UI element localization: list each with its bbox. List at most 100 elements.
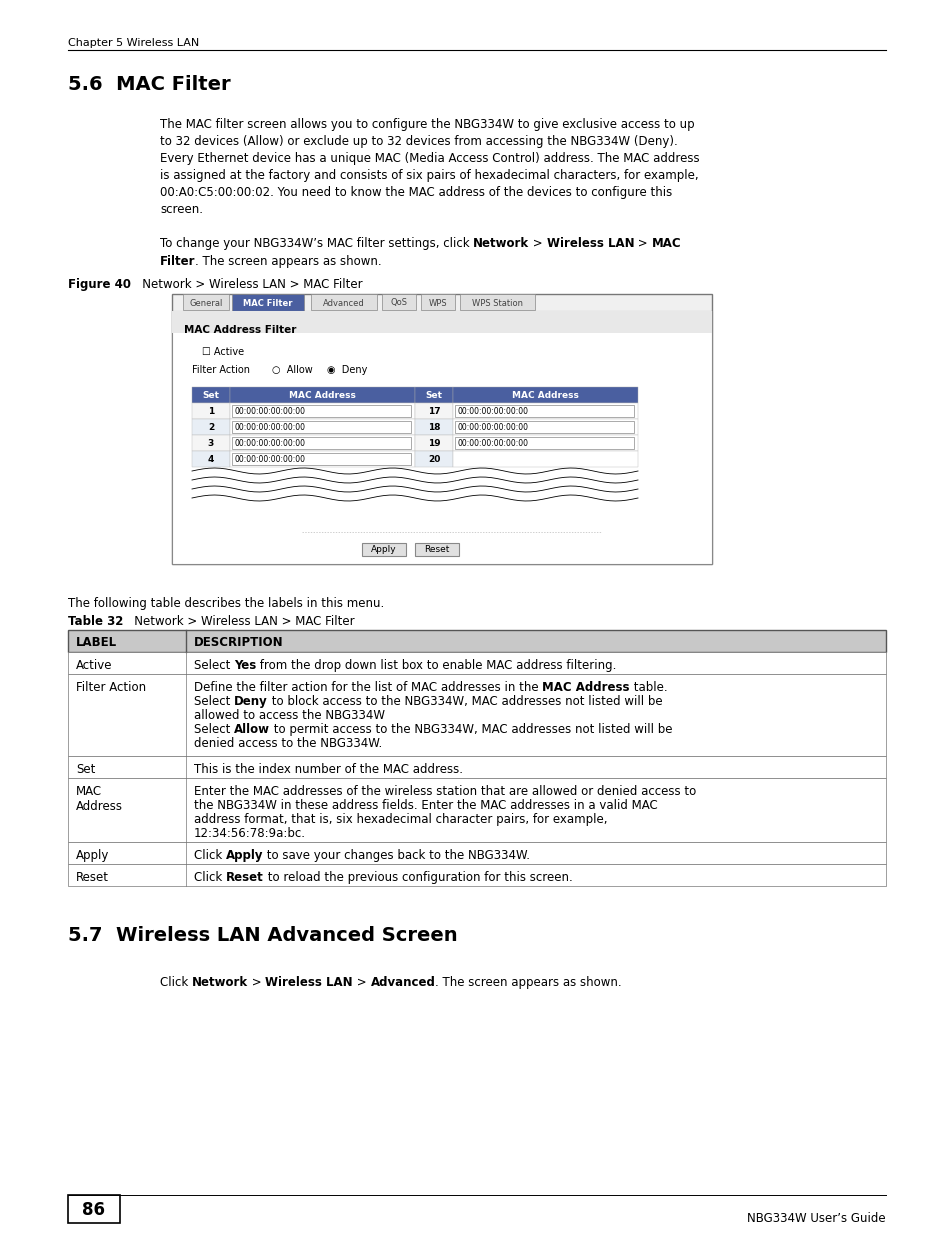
Text: MAC: MAC [651,237,681,249]
Text: Filter Action: Filter Action [191,366,249,375]
Text: allowed to access the NBG334W: allowed to access the NBG334W [194,709,385,722]
Text: Select: Select [194,722,234,736]
Text: screen.: screen. [160,203,203,216]
Text: 00:00:00:00:00:00: 00:00:00:00:00:00 [235,408,306,416]
Text: 5.7  Wireless LAN Advanced Screen: 5.7 Wireless LAN Advanced Screen [68,926,457,945]
Text: 86: 86 [83,1200,106,1219]
Bar [171,311,711,564]
Bar [452,435,637,451]
Bar [68,652,885,674]
Text: Apply: Apply [370,545,396,553]
Text: 00:A0:C5:00:00:02. You need to know the MAC address of the devices to configure : 00:A0:C5:00:00:02. You need to know the … [160,186,671,199]
Bar [229,387,414,403]
FancyBboxPatch shape [362,543,406,556]
Text: 4: 4 [208,456,214,464]
Bar [171,311,711,333]
Text: Reset: Reset [424,545,449,553]
Text: from the drop down list box to enable MAC address filtering.: from the drop down list box to enable MA… [256,659,616,672]
Text: ○  Allow: ○ Allow [271,366,312,375]
Text: to permit access to the NBG334W, MAC addresses not listed will be: to permit access to the NBG334W, MAC add… [269,722,672,736]
Text: Active: Active [76,659,112,672]
Text: WPS: WPS [428,299,446,308]
Text: 3: 3 [208,440,214,448]
Bar [414,387,452,403]
Bar [68,756,885,778]
Text: Allow: Allow [234,722,269,736]
Text: 5.6  MAC Filter: 5.6 MAC Filter [68,75,230,94]
Bar [171,294,711,564]
Text: Wireless LAN: Wireless LAN [266,976,353,989]
Text: Network: Network [473,237,529,249]
Text: Click: Click [194,871,226,884]
Text: Every Ethernet device has a unique MAC (Media Access Control) address. The MAC a: Every Ethernet device has a unique MAC (… [160,152,699,165]
Text: 00:00:00:00:00:00: 00:00:00:00:00:00 [458,424,528,432]
Text: 19: 19 [427,440,440,448]
Bar [231,437,410,450]
Bar [460,294,534,310]
Text: Network > Wireless LAN > MAC Filter: Network > Wireless LAN > MAC Filter [130,278,363,291]
Text: Chapter 5 Wireless LAN: Chapter 5 Wireless LAN [68,38,199,48]
Bar [454,437,633,450]
Text: The following table describes the labels in this menu.: The following table describes the labels… [68,597,384,610]
Bar [229,419,414,435]
Bar [452,387,637,403]
Text: MAC Filter: MAC Filter [243,300,292,309]
Text: Network > Wireless LAN > MAC Filter: Network > Wireless LAN > MAC Filter [123,615,355,629]
Bar [68,778,885,842]
Bar [229,451,414,467]
Text: WPS Station: WPS Station [471,299,523,308]
Text: 2: 2 [208,424,214,432]
Bar [68,842,885,864]
Bar [452,403,637,419]
Text: Select: Select [194,695,234,708]
Text: to block access to the NBG334W, MAC addresses not listed will be: to block access to the NBG334W, MAC addr… [268,695,662,708]
Text: Apply: Apply [226,848,263,862]
Text: 00:00:00:00:00:00: 00:00:00:00:00:00 [458,408,528,416]
Bar [414,403,452,419]
Bar [68,1195,120,1223]
Text: MAC Address: MAC Address [511,391,578,400]
Text: Reset: Reset [76,871,109,884]
Text: LABEL: LABEL [76,636,117,650]
Bar [231,294,304,312]
Text: ☐ Active: ☐ Active [202,347,244,357]
Text: Define the filter action for the list of MAC addresses in the: Define the filter action for the list of… [194,680,542,694]
Text: to reload the previous configuration for this screen.: to reload the previous configuration for… [264,871,572,884]
Text: Network: Network [191,976,248,989]
Text: the NBG334W in these address fields. Enter the MAC addresses in a valid MAC: the NBG334W in these address fields. Ent… [194,799,657,811]
Bar [68,674,885,756]
Text: MAC Address: MAC Address [542,680,629,694]
Text: To change your NBG334W’s MAC filter settings, click: To change your NBG334W’s MAC filter sett… [160,237,473,249]
Text: General: General [189,299,223,308]
Text: >: > [634,237,651,249]
Text: 12:34:56:78:9a:bc.: 12:34:56:78:9a:bc. [194,827,306,840]
Text: The MAC filter screen allows you to configure the NBG334W to give exclusive acce: The MAC filter screen allows you to conf… [160,119,694,131]
Text: Advanced: Advanced [323,299,365,308]
Text: 00:00:00:00:00:00: 00:00:00:00:00:00 [458,440,528,448]
Bar [231,421,410,433]
Text: Wireless LAN: Wireless LAN [546,237,634,249]
Text: Advanced: Advanced [370,976,435,989]
Bar [229,403,414,419]
Text: Filter Action: Filter Action [76,680,146,694]
Text: to 32 devices (Allow) or exclude up to 32 devices from accessing the NBG334W (De: to 32 devices (Allow) or exclude up to 3… [160,135,677,148]
Text: ◉  Deny: ◉ Deny [327,366,367,375]
Bar [310,294,377,310]
Bar [68,864,885,885]
Text: 17: 17 [427,408,440,416]
Text: >: > [353,976,370,989]
Text: . The screen appears as shown.: . The screen appears as shown. [195,254,382,268]
Text: 00:00:00:00:00:00: 00:00:00:00:00:00 [235,424,306,432]
Text: 00:00:00:00:00:00: 00:00:00:00:00:00 [235,456,306,464]
Text: Apply: Apply [76,848,109,862]
Text: denied access to the NBG334W.: denied access to the NBG334W. [194,737,382,750]
Bar [231,453,410,466]
Text: QoS: QoS [390,299,407,308]
Text: table.: table. [629,680,666,694]
Bar [229,435,414,451]
Bar [191,419,229,435]
Bar [191,451,229,467]
Text: Click: Click [160,976,191,989]
Text: Enter the MAC addresses of the wireless station that are allowed or denied acces: Enter the MAC addresses of the wireless … [194,785,696,798]
Bar [191,387,229,403]
